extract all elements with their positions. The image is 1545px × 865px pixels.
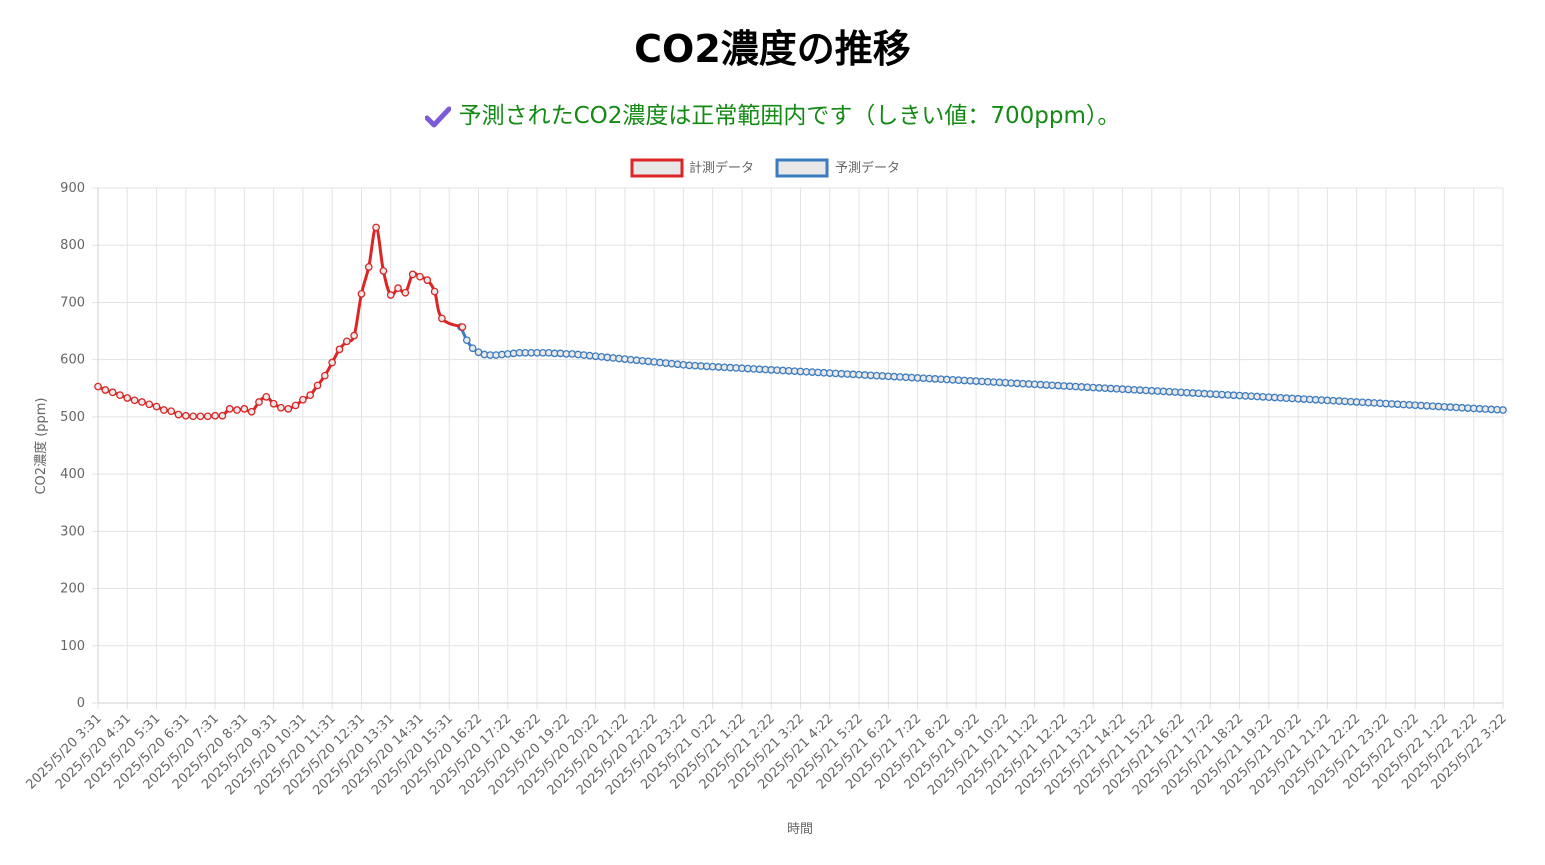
measured-point[interactable] (123, 394, 132, 402)
measured-point[interactable] (138, 398, 146, 406)
check-mark-icon (424, 106, 451, 128)
x-axis-title: 時間 (787, 822, 813, 837)
legend[interactable]: 計測データ 予測データ (630, 158, 900, 178)
measured-point[interactable] (320, 371, 329, 380)
measured-point[interactable] (335, 345, 344, 354)
measured-point[interactable] (167, 407, 176, 416)
y-axis-title: CO2濃度 (ppm) (33, 397, 49, 494)
y-tick-label: 200 (60, 582, 85, 597)
measured-point[interactable] (233, 406, 241, 414)
measured-point[interactable] (364, 263, 373, 271)
measured-point[interactable] (240, 405, 249, 413)
measured-point[interactable] (430, 287, 439, 296)
predicted-point[interactable] (468, 344, 477, 353)
predicted-point[interactable] (1499, 406, 1507, 414)
predicted-point[interactable] (462, 336, 471, 345)
measured-point[interactable] (211, 411, 219, 420)
measured-point[interactable] (101, 386, 110, 394)
status-message-row: 予測されたCO2濃度は正常範囲内です（しきい値：700ppm）。 (0, 96, 1545, 130)
predicted-line (459, 326, 1504, 412)
legend-label-predicted[interactable]: 予測データ (835, 160, 900, 176)
legend-swatch-measured[interactable] (630, 158, 684, 178)
y-tick-label: 900 (60, 181, 85, 196)
measured-point[interactable] (394, 284, 402, 292)
measured-point[interactable] (386, 291, 395, 299)
measured-point[interactable] (438, 314, 446, 323)
measured-point[interactable] (408, 270, 417, 279)
measured-point[interactable] (152, 402, 161, 411)
y-tick-label: 700 (60, 295, 85, 310)
measured-point[interactable] (255, 398, 263, 406)
measured-point[interactable] (218, 411, 227, 420)
measured-point[interactable] (328, 358, 337, 367)
measured-point[interactable] (116, 391, 124, 399)
legend-swatch-predicted[interactable] (775, 158, 829, 178)
grid (92, 187, 1504, 709)
measured-point[interactable] (189, 412, 197, 421)
y-tick-label: 0 (77, 696, 85, 711)
status-message: 予測されたCO2濃度は正常範囲内です（しきい値：700ppm）。 (458, 103, 1121, 129)
y-tick-label: 600 (60, 353, 85, 368)
measured-point[interactable] (401, 288, 410, 297)
measured-point[interactable] (372, 223, 380, 232)
measured-point[interactable] (277, 403, 285, 412)
series (94, 223, 1507, 421)
measured-point[interactable] (203, 412, 212, 421)
y-axis-ticks: 0 100 200 300 400 500 600 700 800 900 (60, 181, 85, 711)
measured-point[interactable] (350, 331, 358, 340)
page-title: CO2濃度の推移 (634, 27, 911, 71)
measured-point[interactable] (108, 388, 117, 397)
measured-line (97, 225, 463, 418)
measured-point[interactable] (291, 401, 300, 410)
y-tick-label: 300 (60, 524, 85, 539)
measured-point[interactable] (247, 407, 256, 416)
measured-point[interactable] (299, 395, 307, 404)
measured-point[interactable] (225, 405, 234, 413)
measured-point[interactable] (145, 400, 154, 409)
measured-point[interactable] (416, 272, 424, 281)
y-tick-label: 400 (60, 467, 85, 482)
measured-point[interactable] (379, 267, 388, 275)
measured-point[interactable] (174, 410, 183, 419)
measured-point[interactable] (284, 405, 293, 413)
measured-point[interactable] (342, 337, 351, 346)
measured-point[interactable] (262, 393, 271, 401)
y-tick-label: 800 (60, 238, 85, 253)
legend-label-measured[interactable]: 計測データ (689, 160, 754, 176)
measured-point[interactable] (269, 399, 278, 408)
y-tick-label: 100 (60, 639, 85, 654)
measured-point[interactable] (196, 412, 205, 421)
measured-point[interactable] (94, 382, 102, 391)
measured-point[interactable] (130, 396, 139, 405)
measured-point[interactable] (458, 323, 467, 331)
measured-point[interactable] (313, 381, 322, 390)
measured-point[interactable] (160, 406, 168, 414)
measured-point[interactable] (357, 290, 366, 298)
measured-point[interactable] (306, 391, 315, 399)
measured-point[interactable] (181, 411, 190, 420)
measured-point[interactable] (423, 276, 432, 284)
y-tick-label: 500 (60, 410, 85, 425)
